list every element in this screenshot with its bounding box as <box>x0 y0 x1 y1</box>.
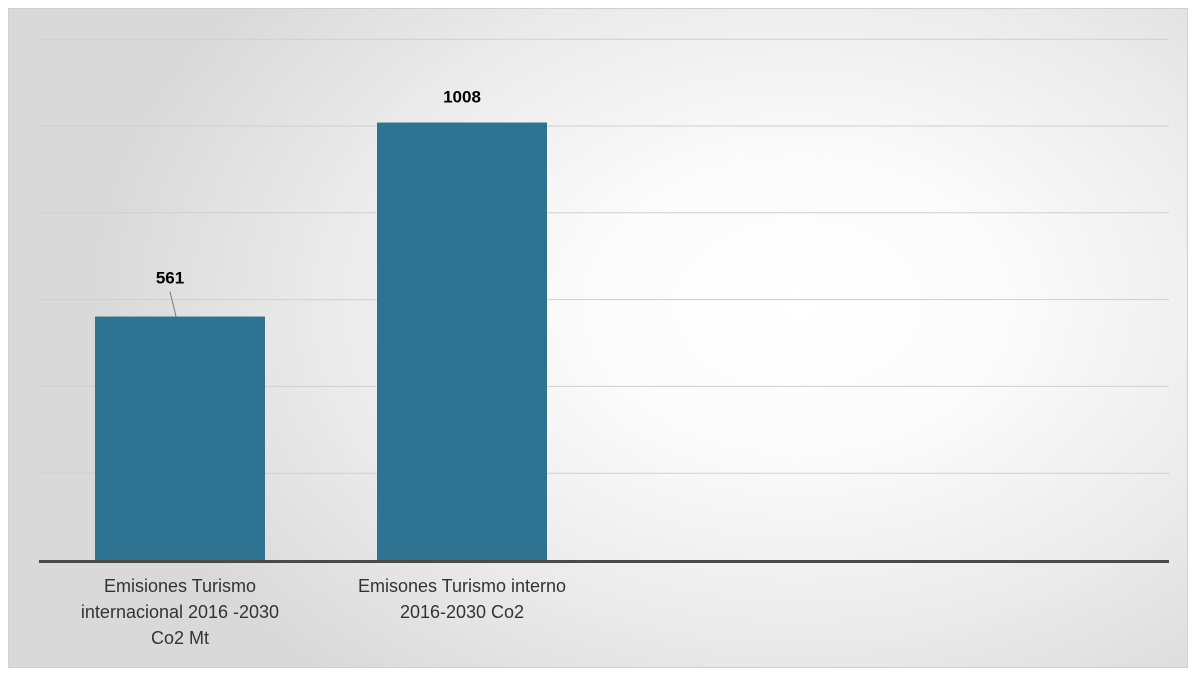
leader-line-0 <box>169 291 177 317</box>
category-label-international: Emisiones Turismo internacional 2016 -20… <box>35 573 325 651</box>
bar-chart: 561 1008 <box>39 38 1169 563</box>
category-label-line: Co2 Mt <box>150 628 210 648</box>
leader-lines <box>169 291 177 317</box>
category-label-line: 2016-2030 Co2 <box>399 602 525 622</box>
category-label-line: Emisiones Turismo <box>103 576 257 596</box>
data-labels: 561 1008 <box>156 88 481 288</box>
data-label-1: 1008 <box>443 88 481 107</box>
data-label-0: 561 <box>156 269 184 288</box>
bar-0 <box>95 316 265 560</box>
chart-frame: 561 1008 Emisiones Turismo internacional … <box>8 8 1188 668</box>
bar-1 <box>377 122 547 560</box>
category-label-domestic: Emisones Turismo interno 2016-2030 Co2 <box>317 573 607 625</box>
category-label-line: Emisones Turismo interno <box>357 576 567 596</box>
category-label-line: internacional 2016 -2030 <box>80 602 280 622</box>
bars <box>95 122 547 560</box>
